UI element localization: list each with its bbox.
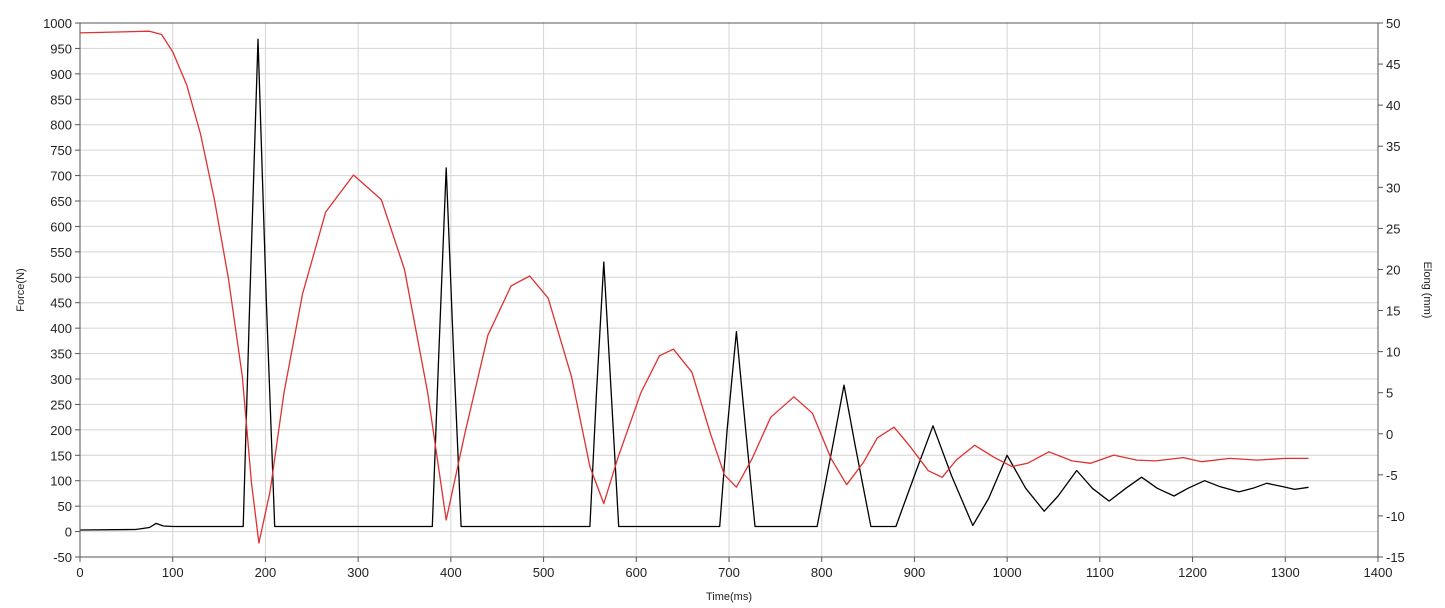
y-left-tick-label: 800 [50,118,72,133]
y-right-tick-label: 35 [1386,139,1400,154]
y-left-tick-label: 750 [50,143,72,158]
y-right-tick-label: 30 [1386,180,1400,195]
y-left-tick-label: 200 [50,423,72,438]
y-right-tick-label: 45 [1386,57,1400,72]
x-tick-label: 1400 [1364,565,1393,580]
x-tick-label: 1200 [1178,565,1207,580]
x-tick-label: 500 [533,565,555,580]
x-tick-label: 1100 [1086,565,1114,580]
y-left-tick-label: 150 [50,448,72,463]
x-tick-label: 900 [904,565,926,580]
y-right-tick-label: -5 [1386,468,1398,483]
y-axis-left-title: Force(N) [15,268,27,311]
y-left-tick-label: 650 [50,194,72,209]
y-left-tick-label: 400 [50,321,72,336]
y-right-tick-label: 20 [1386,262,1400,277]
y-left-tick-label: 350 [50,347,72,362]
elongation-series-line [79,30,1309,544]
y-right-tick-label: 0 [1386,427,1393,442]
y-right-tick-label: 50 [1386,16,1400,31]
x-tick-label: 0 [76,565,83,580]
y-right-tick-label: 40 [1386,98,1400,113]
y-left-tick-label: 850 [50,92,72,107]
x-tick-label: 300 [347,565,369,580]
y-left-tick-label: 600 [50,219,72,234]
y-left-tick-label: 900 [50,67,72,82]
y-left-tick-label: 700 [50,169,72,184]
y-right-tick-label: -10 [1386,509,1405,524]
x-tick-label: 700 [718,565,740,580]
x-axis: 0 100 200 300 400 500 600 700 800 900 1000 1100 1200… [76,557,1392,580]
y-left-tick-label: 450 [50,296,72,311]
force-series-line [79,38,1309,531]
x-tick-label: 1300 [1271,565,1300,580]
y-left-tick-label: 300 [50,372,72,387]
y-left-tick-label: 500 [50,270,72,285]
y-left-tick-label: 550 [50,245,72,260]
series-layer [79,30,1309,544]
y-left-tick-label: 0 [65,525,72,540]
y-left-tick-label: 1000 [43,16,72,31]
x-tick-label: 200 [255,565,277,580]
grid-lines [79,22,1379,558]
y-axis-left: -50 0 50 100 150 200 250 300 350 400 450 500 550 600 6… [43,16,80,565]
y-left-tick-label: 950 [50,41,72,56]
y-left-tick-label: 100 [50,474,72,489]
x-tick-label: 1000 [993,565,1022,580]
y-right-tick-label: 25 [1386,221,1400,236]
y-axis-right-title: Elong (mm) [1421,262,1433,319]
y-left-tick-label: 50 [58,499,72,514]
y-right-tick-label: 10 [1386,345,1400,360]
x-tick-label: 600 [625,565,647,580]
x-tick-label: 400 [440,565,462,580]
y-right-tick-label: -15 [1386,550,1405,565]
x-tick-label: 100 [162,565,184,580]
x-tick-label: 800 [811,565,833,580]
y-right-tick-label: 15 [1386,304,1400,319]
y-left-tick-label: 250 [50,397,72,412]
y-right-tick-label: 5 [1386,386,1393,401]
x-axis-title: Time(ms) [706,591,752,603]
y-left-tick-label: -50 [53,550,72,565]
y-axis-right: -15 -10 -5 0 5 10 15 20 25 30 35 40 45 50 [1378,16,1405,565]
